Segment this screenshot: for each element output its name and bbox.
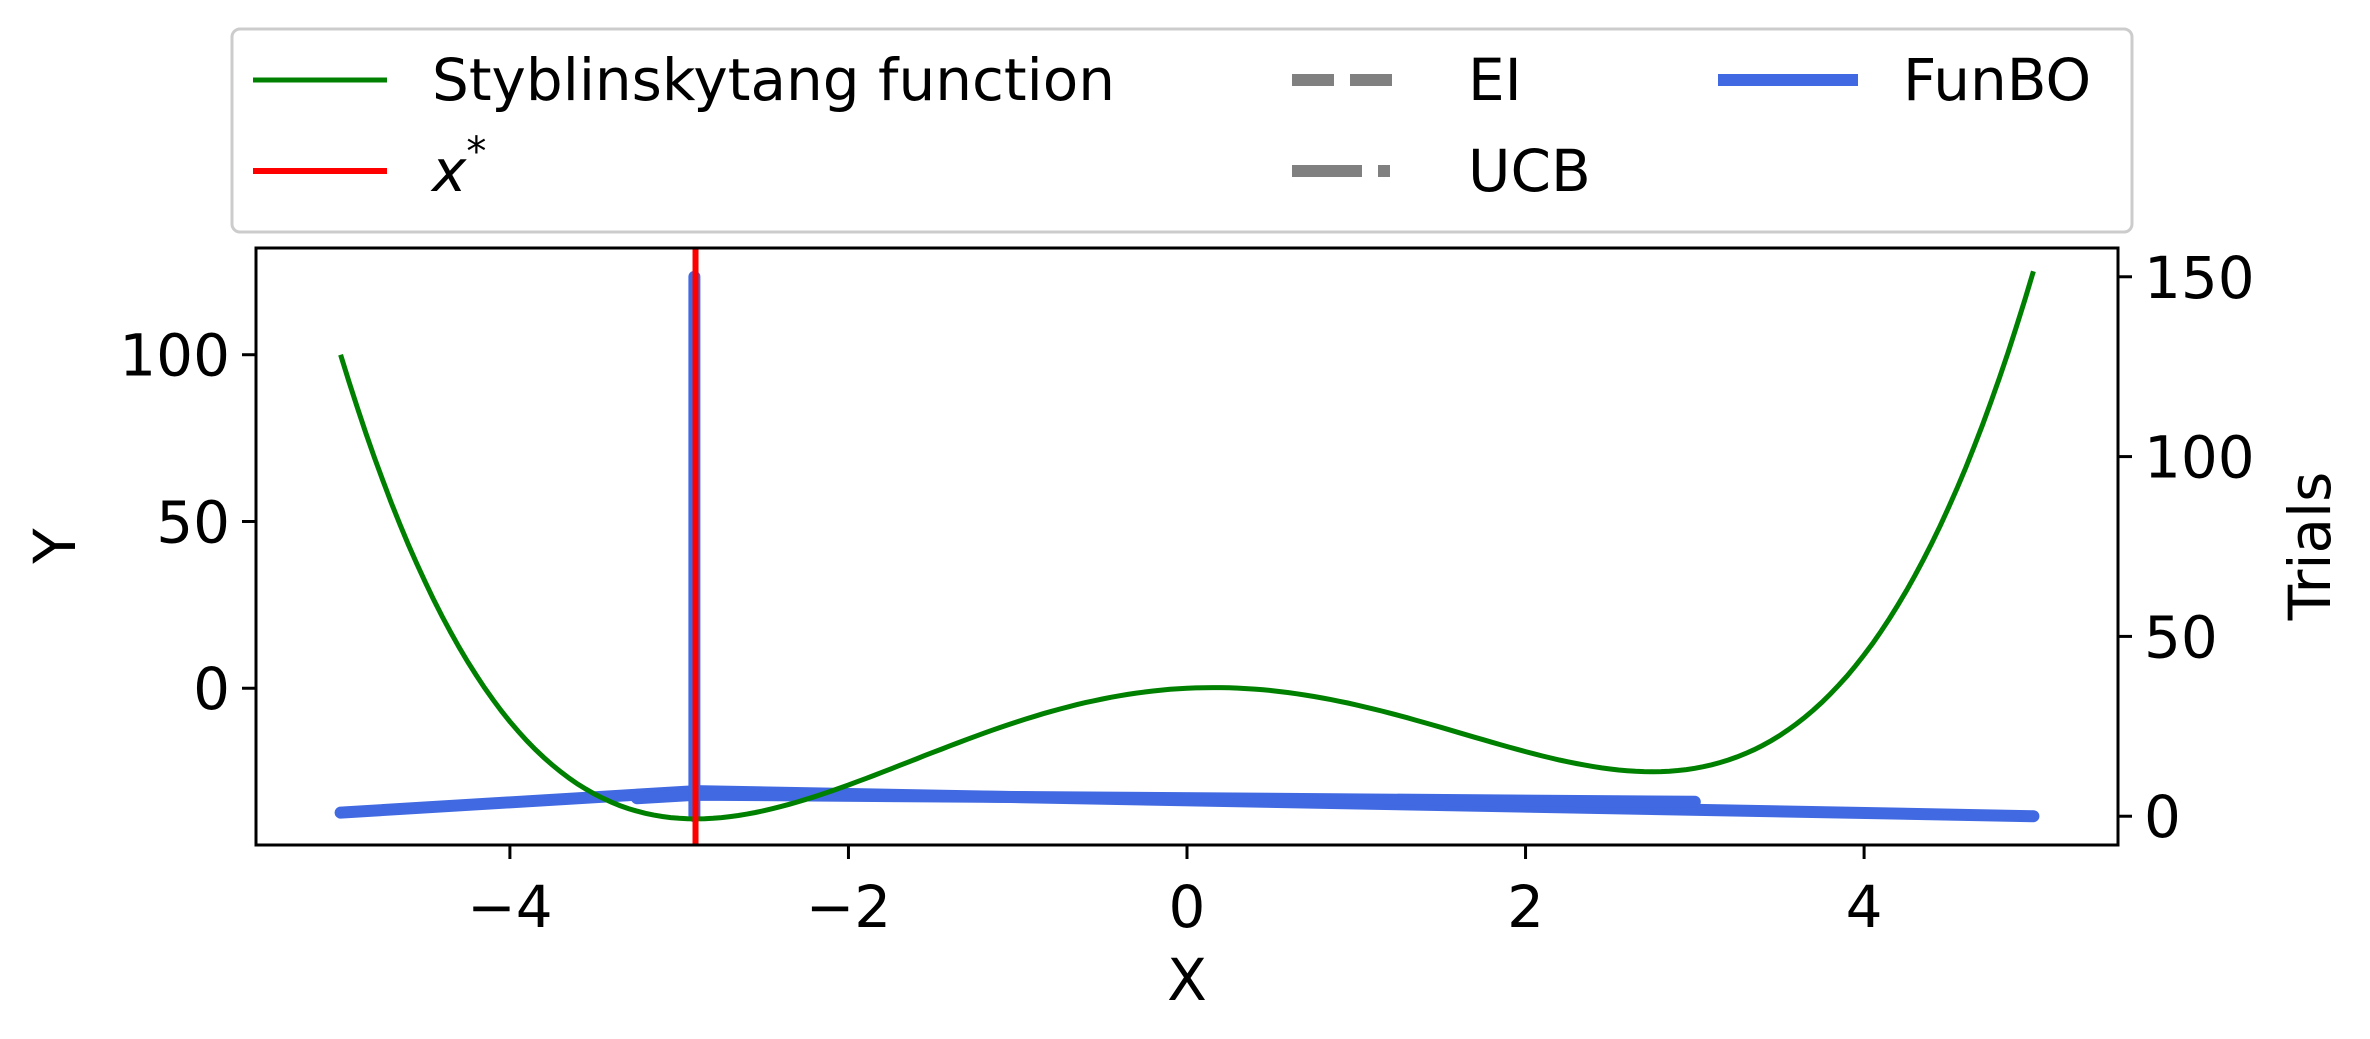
x-tick-label: 4 — [1846, 873, 1883, 941]
y2-axis: 0 50 100 150 — [2118, 244, 2255, 851]
plot-frame — [254, 246, 2120, 847]
y-axis: 0 50 100 — [119, 322, 256, 723]
legend: Styblinskytang function x* EI UCB FunBO — [230, 27, 2134, 234]
legend-label-xstar-base: x — [430, 137, 467, 205]
y2-tick-label: 0 — [2144, 783, 2181, 851]
legend-label-ucb: UCB — [1468, 137, 1591, 205]
y2-tick-label: 150 — [2144, 244, 2255, 312]
x-tick-label: 0 — [1169, 873, 1206, 941]
function-curve — [338, 270, 2036, 822]
legend-label-funbo: FunBO — [1903, 46, 2091, 114]
legend-label-function: Styblinskytang function — [432, 46, 1115, 114]
plot-content — [334, 248, 2040, 845]
x-tick-label: −2 — [806, 873, 892, 941]
y2-tick-label: 50 — [2144, 603, 2218, 671]
legend-label-ei: EI — [1468, 46, 1522, 114]
y2-axis-title: Trials — [2276, 472, 2344, 622]
x-tick-label: −4 — [467, 873, 553, 941]
y2-tick-label: 100 — [2144, 424, 2255, 492]
legend-frame — [230, 27, 2134, 234]
y-tick-label: 100 — [119, 322, 230, 390]
x-axis-title: X — [1167, 946, 1207, 1014]
legend-label-xstar: x* — [430, 129, 486, 205]
y-axis-title: Y — [21, 528, 89, 565]
x-axis: −4 −2 0 2 4 — [467, 845, 1883, 941]
y-tick-label: 0 — [193, 655, 230, 723]
y-tick-label: 50 — [156, 488, 230, 556]
legend-label-xstar-sup: * — [466, 129, 486, 175]
x-tick-label: 2 — [1507, 873, 1544, 941]
